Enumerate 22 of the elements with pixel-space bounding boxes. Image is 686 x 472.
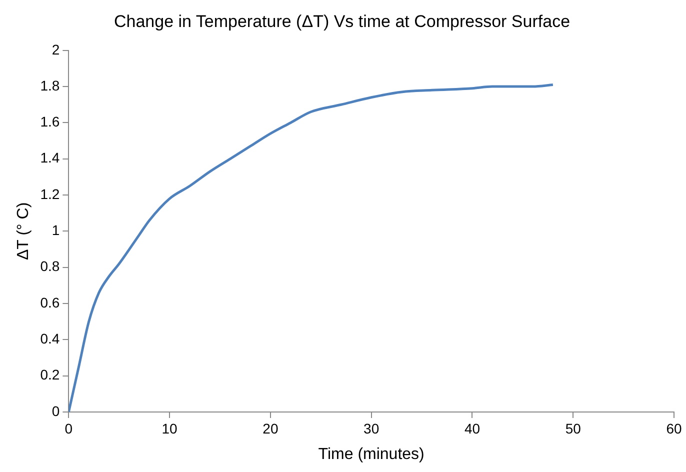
y-tick-label: 1.6 <box>40 114 60 130</box>
line-series <box>68 84 554 412</box>
y-tick-label: 0.8 <box>40 258 60 274</box>
x-tick-label: 40 <box>464 420 480 436</box>
x-axis-title: Time (minutes) <box>318 446 424 463</box>
y-tick-label: 0.6 <box>40 294 60 310</box>
x-tick-label: 0 <box>64 420 73 436</box>
y-tick-label: 2 <box>52 41 60 58</box>
y-tick-label: 1.2 <box>40 186 60 202</box>
x-tick-label: 60 <box>666 420 682 436</box>
y-tick-label: 0.4 <box>40 330 60 347</box>
x-tick-label: 30 <box>364 420 380 436</box>
y-axis-title: ΔT (° C) <box>15 202 32 260</box>
chart-title: Change in Temperature (ΔT) Vs time at Compressor Surface <box>114 12 570 31</box>
y-tick-label: 1 <box>52 222 60 238</box>
y-tick-label: 0.2 <box>40 366 60 383</box>
x-tick-label: 10 <box>162 420 178 436</box>
y-tick-label: 1.4 <box>40 150 60 166</box>
y-tick-label: 0 <box>52 402 60 419</box>
x-tick-label: 50 <box>565 420 582 436</box>
y-tick-label: 1.8 <box>40 77 60 94</box>
x-tick-label: 20 <box>262 420 278 436</box>
